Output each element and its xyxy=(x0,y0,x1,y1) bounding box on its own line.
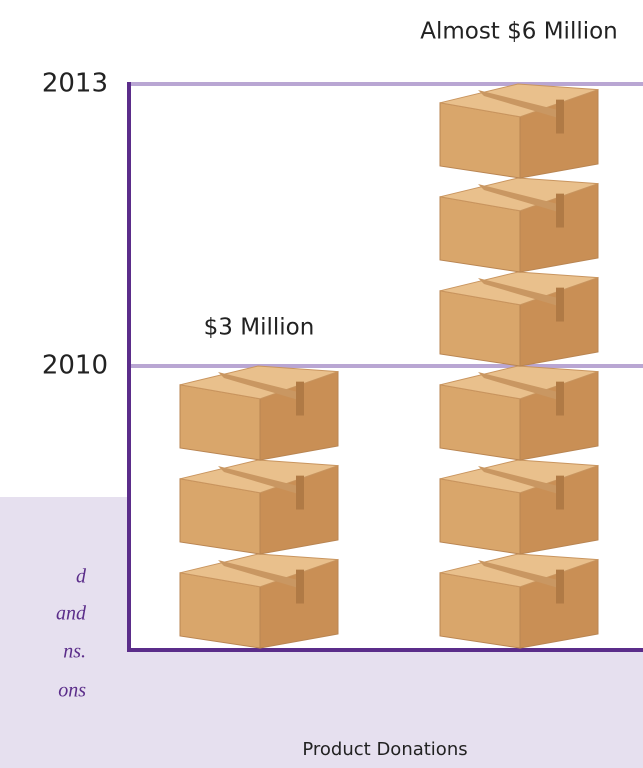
box-tape-side xyxy=(556,193,564,228)
x-axis-label: Product Donations xyxy=(302,739,467,760)
note-text: d xyxy=(76,566,87,588)
box-tape-side xyxy=(556,475,564,510)
box-tape xyxy=(478,560,560,589)
bar xyxy=(179,365,339,649)
box-tape xyxy=(478,372,560,401)
box-tape xyxy=(218,560,300,589)
y-tick-label: 2010 xyxy=(42,351,108,381)
box-tape-side xyxy=(556,99,564,134)
box-tape-side xyxy=(556,381,564,416)
box-tape xyxy=(478,184,560,213)
box-tape xyxy=(478,278,560,307)
note-text: ns. xyxy=(63,641,86,663)
box-tape-side xyxy=(556,569,564,604)
box-tape xyxy=(218,372,300,401)
y-tick-label: 2013 xyxy=(42,69,108,99)
box-tape-side xyxy=(296,381,304,416)
note-text: and xyxy=(56,603,87,625)
value-label: $3 Million xyxy=(204,315,315,341)
box-tape-side xyxy=(296,475,304,510)
box-tape xyxy=(478,90,560,119)
bar xyxy=(439,83,599,649)
box-tape xyxy=(218,466,300,495)
value-label: Almost $6 Million xyxy=(420,19,618,45)
box-tape-side xyxy=(296,569,304,604)
box-tape xyxy=(478,466,560,495)
note-text: ons xyxy=(58,680,86,702)
box-tape-side xyxy=(556,287,564,322)
